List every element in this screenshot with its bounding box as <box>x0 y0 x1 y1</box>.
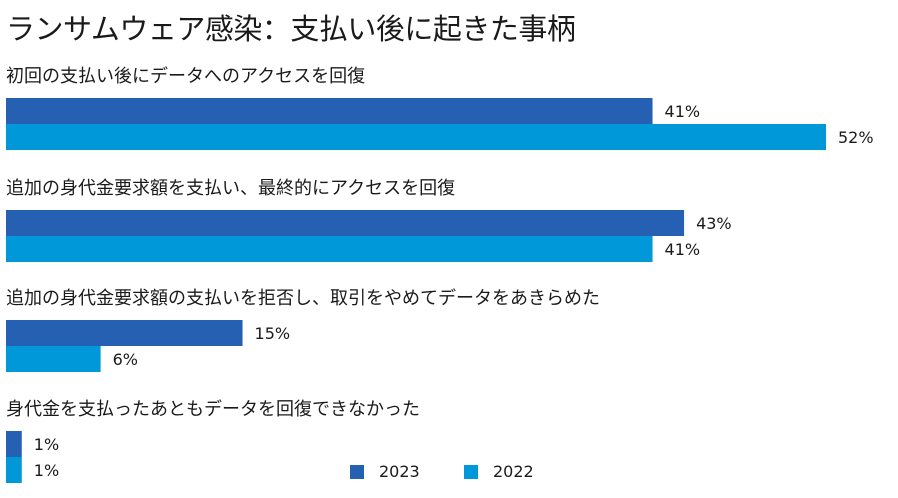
data-label-2023: 1% <box>34 435 59 454</box>
bar-2022 <box>6 236 653 262</box>
legend-item-2023: 2023 <box>350 462 420 481</box>
bar-2022 <box>6 346 101 372</box>
legend-swatch-2023 <box>350 464 364 479</box>
category-label: 追加の身代金要求額の支払いを拒否し、取引をやめてデータをあきらめた <box>6 288 600 309</box>
data-label-2022: 1% <box>34 461 59 480</box>
data-label-2023: 41% <box>665 102 701 121</box>
category-label: 追加の身代金要求額を支払い、最終的にアクセスを回復 <box>6 178 455 199</box>
legend-swatch-2022 <box>464 464 478 479</box>
category-label: 初回の支払い後にデータへのアクセスを回復 <box>6 66 365 87</box>
bar-2023 <box>6 98 653 124</box>
data-label-2023: 15% <box>255 324 291 343</box>
data-label-2022: 41% <box>665 240 701 259</box>
bar-2023 <box>6 210 685 236</box>
data-label-2022: 6% <box>113 350 138 369</box>
data-label-2023: 43% <box>696 214 732 233</box>
legend-label-2023: 2023 <box>379 462 420 481</box>
bar-2022 <box>6 457 22 483</box>
bar-2023 <box>6 431 22 457</box>
bar-2022 <box>6 124 826 150</box>
data-label-2022: 52% <box>838 128 874 147</box>
category-label: 身代金を支払ったあともデータを回復できなかった <box>6 399 420 420</box>
legend-label-2022: 2022 <box>493 462 534 481</box>
legend-item-2022: 2022 <box>464 462 534 481</box>
bar-2023 <box>6 320 243 346</box>
chart-title: ランサムウェア感染：支払い後に起きた事柄 <box>6 12 576 46</box>
